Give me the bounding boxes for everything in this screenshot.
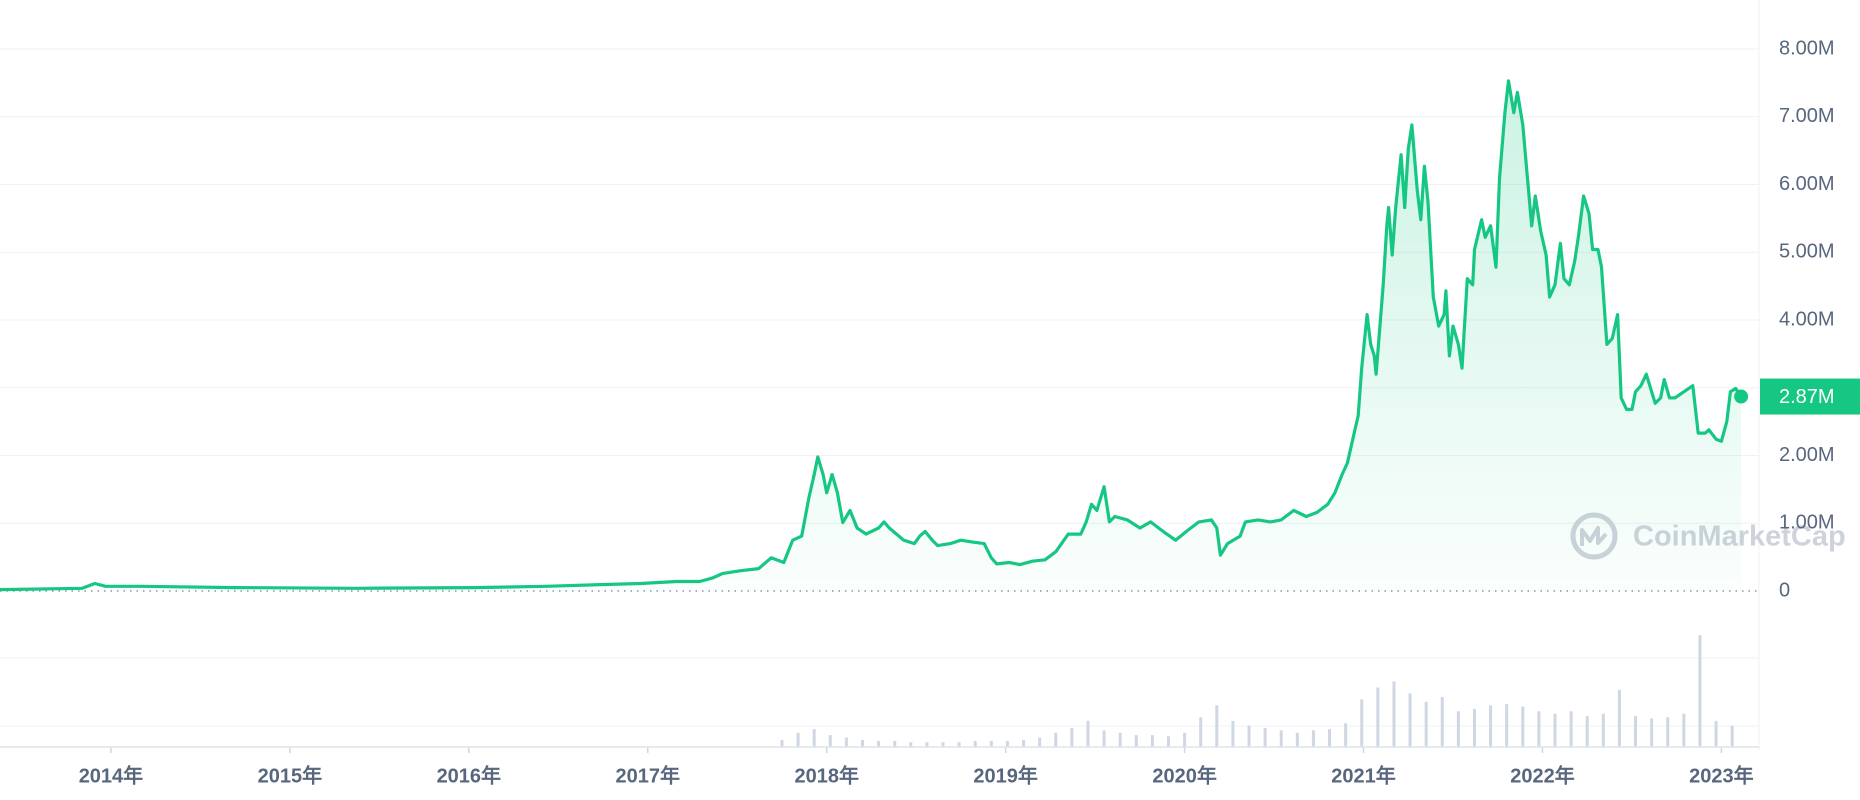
volume-bar [1376, 687, 1380, 747]
volume-bar [1150, 735, 1154, 747]
x-tick-label: 2016年 [437, 763, 502, 787]
volume-bar [1489, 705, 1493, 747]
volume-bar [1344, 723, 1348, 747]
volume-bar [925, 742, 929, 747]
volume-bar [1328, 729, 1332, 747]
volume-bar [1295, 732, 1299, 747]
y-tick-label: 4.00M [1779, 308, 1835, 330]
x-tick-label: 2023年 [1689, 763, 1754, 787]
y-tick-label: 6.00M [1779, 173, 1835, 195]
x-tick-label: 2021年 [1331, 763, 1396, 787]
volume-bar [1634, 716, 1638, 747]
volume-bar [1714, 720, 1718, 747]
volume-bar [1392, 681, 1396, 747]
volume-bar [1038, 737, 1042, 747]
x-tick-label: 2014年 [79, 763, 144, 787]
volume-bar [1199, 717, 1203, 747]
volume-bar [1215, 705, 1219, 747]
volume-bar [812, 729, 816, 747]
volume-bar [1070, 727, 1074, 747]
volume-bar [1134, 735, 1138, 747]
volume-bar [1472, 708, 1476, 747]
last-point [1734, 389, 1749, 404]
y-tick-label: 8.00M [1779, 37, 1835, 59]
volume-bar [1650, 718, 1654, 747]
volume-bar [1569, 711, 1573, 747]
volume-bar [1005, 741, 1009, 747]
volume-bar [1102, 730, 1106, 747]
volume-bar [1166, 736, 1170, 747]
x-tick-label: 2015年 [258, 763, 323, 787]
volume-bar [1537, 711, 1541, 747]
price-line [0, 79, 1743, 592]
volume-bar [828, 735, 832, 747]
y-tick-label: 0 [1779, 579, 1790, 601]
volume-bar [1666, 717, 1670, 747]
volume-bar [1617, 689, 1621, 747]
price-badge [1760, 378, 1860, 415]
volume-bar [1505, 704, 1509, 747]
volume-bar [861, 739, 865, 747]
volume-bar [844, 737, 848, 747]
volume-bar [796, 732, 800, 747]
volume-bar [1408, 693, 1412, 747]
volume-bar [1601, 713, 1605, 747]
y-tick-label: 1.00M [1779, 512, 1835, 534]
volume-bar [989, 741, 993, 747]
volume-bar [1698, 635, 1702, 747]
volume-bar [1263, 727, 1267, 747]
volume-bar [909, 742, 913, 747]
volume-bar [1247, 725, 1251, 747]
volume-bar [1682, 713, 1686, 747]
labels: 01.00M2.00M3.00M4.00M5.00M6.00M7.00M8.00… [79, 37, 1860, 787]
volume-bar [1730, 725, 1734, 747]
x-tick-label: 2018年 [794, 763, 859, 787]
price-badge-label: 2.87M [1779, 386, 1835, 408]
volume-bar [1022, 739, 1026, 747]
plot [0, 79, 1749, 592]
y-tick-label: 2.00M [1779, 444, 1835, 466]
volume [780, 635, 1734, 747]
volume-bar [1311, 730, 1315, 747]
volume-bar [1585, 716, 1589, 747]
volume-bar [1183, 732, 1187, 747]
area [0, 80, 1742, 592]
y-tick-label: 7.00M [1779, 105, 1835, 127]
volume-bar [877, 741, 881, 747]
volume-bar [893, 741, 897, 747]
volume-bar [941, 742, 945, 747]
volume-bar [1118, 732, 1122, 747]
volume-bar [973, 741, 977, 747]
x-tick-label: 2017年 [616, 763, 681, 787]
volume-bar [1553, 713, 1557, 747]
x-tick-label: 2020年 [1152, 763, 1217, 787]
volume-bar [1231, 720, 1235, 747]
volume-bar [1424, 701, 1428, 747]
volume-bar [1456, 711, 1460, 747]
volume-bar [1086, 720, 1090, 747]
volume-bar [780, 739, 784, 747]
volume-bar [1360, 699, 1364, 747]
volume-bar [1054, 732, 1058, 747]
y-tick-label: 5.00M [1779, 241, 1835, 263]
x-tick-label: 2019年 [973, 763, 1038, 787]
volume-bar [1440, 697, 1444, 747]
x-tick-label: 2022年 [1510, 763, 1575, 787]
volume-bar [957, 742, 961, 747]
volume-bar [1521, 706, 1525, 747]
volume-bar [1279, 730, 1283, 747]
